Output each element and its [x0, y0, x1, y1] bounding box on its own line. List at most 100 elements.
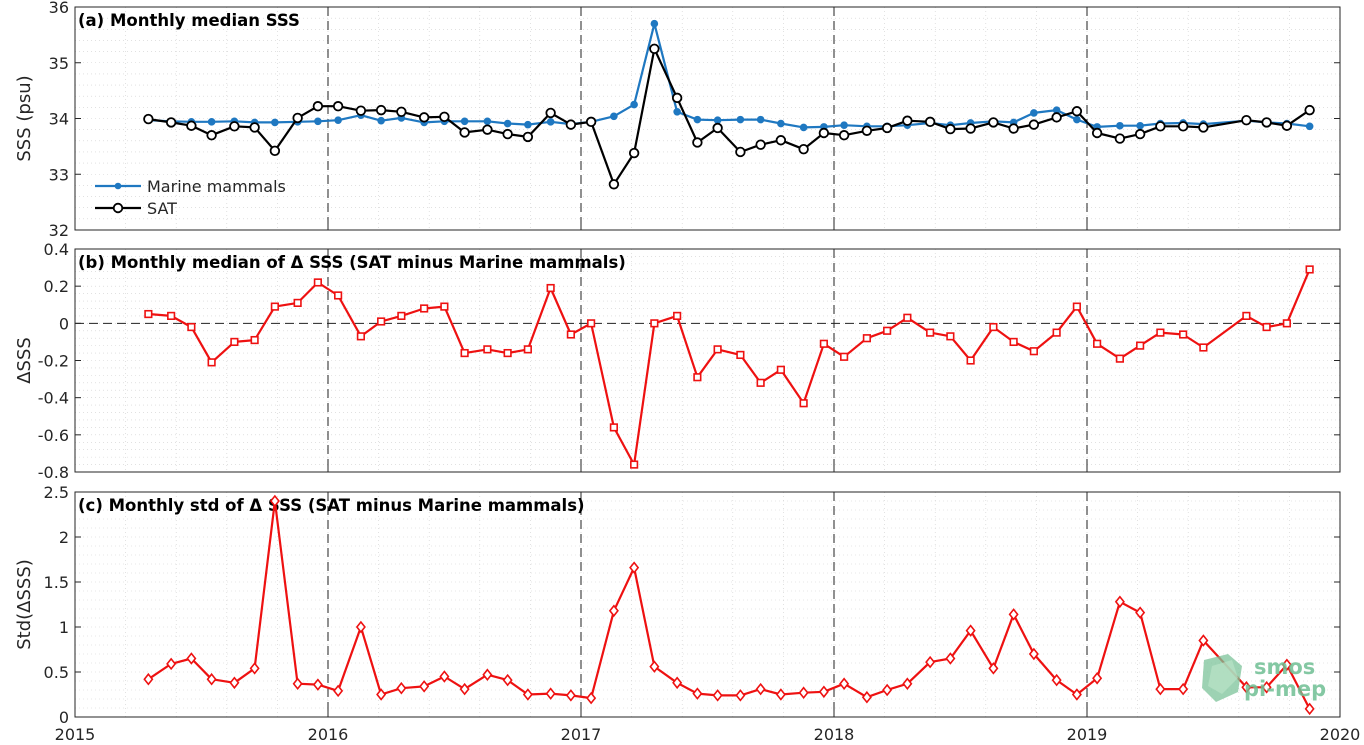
series-delta	[144, 265, 1314, 469]
data-point	[1009, 337, 1018, 347]
data-point	[1136, 121, 1144, 130]
data-point	[355, 105, 367, 116]
panel-a: 32 33 34 35 36 SSS (psu) (a) Monthly median SS…	[14, 0, 1341, 240]
data-point	[1155, 682, 1166, 696]
data-point	[736, 115, 745, 124]
data-point	[460, 348, 469, 358]
data-point	[735, 146, 746, 158]
data-point	[419, 680, 430, 693]
data-point	[1072, 302, 1081, 311]
data-point	[207, 358, 216, 367]
data-point	[966, 356, 975, 365]
data-point	[313, 278, 322, 287]
data-point	[1305, 265, 1314, 274]
data-point	[776, 365, 785, 374]
data-point	[945, 652, 956, 665]
data-point	[798, 143, 809, 155]
data-point	[1178, 682, 1189, 696]
data-point	[1028, 119, 1040, 130]
data-point	[566, 330, 575, 339]
data-point	[1177, 121, 1189, 132]
data-point	[206, 672, 217, 686]
data-point	[186, 652, 197, 665]
data-point	[1282, 319, 1291, 328]
data-point	[334, 291, 343, 300]
data-point	[610, 112, 618, 121]
data-point	[397, 311, 406, 321]
data-point	[926, 328, 935, 337]
data-point	[524, 120, 532, 129]
data-point	[1262, 322, 1271, 332]
data-point	[585, 116, 597, 128]
data-point	[628, 147, 640, 159]
data-point	[230, 337, 239, 347]
data-point	[269, 494, 280, 508]
data-point	[522, 688, 533, 701]
data-point	[671, 92, 683, 104]
y-tick-label: 36	[49, 0, 69, 17]
data-point	[713, 345, 722, 354]
data-point	[1073, 115, 1081, 124]
data-point	[881, 122, 893, 134]
data-point	[333, 684, 344, 698]
data-point	[1114, 595, 1125, 609]
y-tick-label: 0.5	[44, 663, 69, 682]
data-point	[565, 119, 577, 130]
data-point	[903, 313, 912, 322]
data-point	[693, 373, 702, 382]
data-point	[630, 460, 639, 469]
data-point	[418, 112, 430, 123]
data-point	[502, 128, 513, 140]
data-point	[312, 678, 323, 691]
data-point	[840, 121, 848, 129]
data-point	[798, 686, 809, 699]
data-point	[439, 111, 450, 123]
data-point	[838, 130, 850, 141]
data-point	[839, 677, 850, 690]
data-point	[482, 668, 493, 681]
data-point	[609, 423, 618, 432]
y-tick-label: 0.4	[44, 240, 69, 259]
data-point	[673, 311, 682, 321]
data-point	[630, 100, 638, 109]
y-tick-label: 0.2	[44, 277, 69, 296]
data-point	[396, 681, 407, 695]
data-point	[650, 19, 659, 28]
data-point	[713, 116, 722, 124]
data-point	[1281, 120, 1293, 131]
data-point	[1029, 347, 1038, 356]
data-point	[712, 122, 723, 134]
x-tick-label: 2017	[561, 725, 602, 744]
x-tick-label: 2015	[55, 725, 96, 744]
y-tick-label: 1	[59, 618, 69, 637]
legend-marker	[112, 202, 124, 214]
data-point	[271, 118, 279, 127]
data-point	[483, 345, 492, 354]
smos-pi-mep-logo: smos pi-mep	[1202, 654, 1326, 702]
data-point	[1051, 112, 1062, 123]
data-point	[144, 309, 153, 319]
data-point	[1091, 127, 1103, 139]
y-tick-label: -0.6	[38, 426, 69, 445]
data-point	[902, 677, 913, 690]
data-point	[312, 101, 324, 112]
data-point	[1198, 634, 1209, 647]
data-point	[292, 677, 303, 690]
data-point	[882, 683, 893, 697]
data-point	[1008, 608, 1019, 621]
data-point	[376, 688, 387, 701]
data-point	[1305, 122, 1314, 131]
y-tick-label: 32	[49, 221, 69, 240]
data-point	[565, 689, 576, 702]
logo-text-smos: smos	[1254, 655, 1315, 679]
data-point	[672, 676, 683, 690]
data-point	[818, 685, 829, 699]
data-point	[523, 345, 532, 354]
data-point	[649, 43, 660, 55]
data-point	[334, 116, 342, 124]
series-line	[148, 47, 1311, 186]
data-point	[546, 118, 555, 126]
data-point	[902, 115, 913, 126]
data-point	[229, 121, 240, 132]
